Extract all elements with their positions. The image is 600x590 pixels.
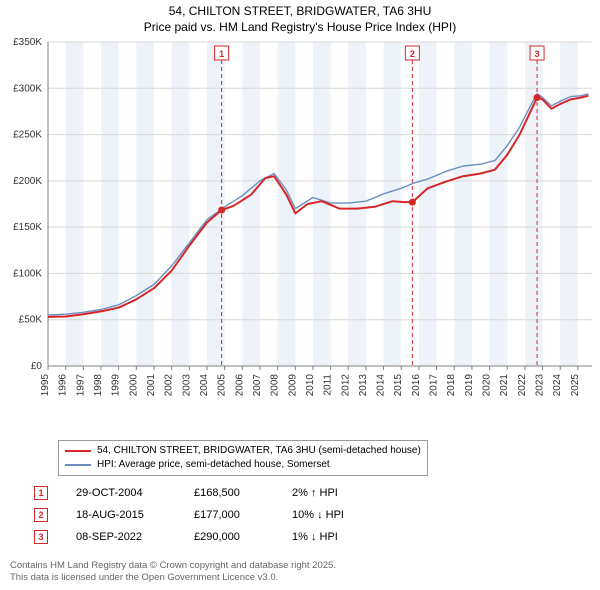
svg-text:1997: 1997 xyxy=(75,374,86,397)
chart-area: £0 £50K £100K £150K £200K £250K £300K £350K 1995… xyxy=(0,36,600,436)
tx-diff: 1% ↓ HPI xyxy=(292,531,382,543)
tx-diff: 10% ↓ HPI xyxy=(292,509,382,521)
svg-text:2003: 2003 xyxy=(181,374,192,397)
svg-text:2004: 2004 xyxy=(199,374,210,397)
svg-text:£300K: £300K xyxy=(13,83,42,94)
tx-price: £168,500 xyxy=(194,487,264,499)
svg-text:£200K: £200K xyxy=(13,176,42,187)
svg-text:2012: 2012 xyxy=(340,374,351,397)
svg-text:2011: 2011 xyxy=(323,374,334,396)
tx-marker-3: 3 xyxy=(34,530,48,544)
legend-item-hpi: HPI: Average price, semi-detached house,… xyxy=(65,458,421,472)
tx-date: 29-OCT-2004 xyxy=(76,487,166,499)
tx-date: 18-AUG-2015 xyxy=(76,509,166,521)
svg-text:2021: 2021 xyxy=(499,374,510,397)
tx-marker-2: 2 xyxy=(34,508,48,522)
legend-swatch-price-paid xyxy=(65,450,91,452)
tx-diff: 2% ↑ HPI xyxy=(292,487,382,499)
svg-text:2017: 2017 xyxy=(429,374,440,397)
svg-text:£100K: £100K xyxy=(13,268,42,279)
svg-text:2016: 2016 xyxy=(411,374,422,397)
footer-attribution: Contains HM Land Registry data © Crown c… xyxy=(10,560,336,584)
svg-text:£0: £0 xyxy=(31,361,43,372)
svg-text:2013: 2013 xyxy=(358,374,369,397)
svg-text:2022: 2022 xyxy=(517,374,528,397)
legend-swatch-hpi xyxy=(65,464,91,466)
chart-svg: £0 £50K £100K £150K £200K £250K £300K £350K 1995… xyxy=(0,36,600,436)
svg-text:£150K: £150K xyxy=(13,222,42,233)
svg-text:2019: 2019 xyxy=(464,374,475,397)
svg-text:2006: 2006 xyxy=(234,374,245,397)
svg-text:2010: 2010 xyxy=(305,374,316,397)
svg-text:£50K: £50K xyxy=(19,315,43,326)
svg-text:2014: 2014 xyxy=(376,374,387,397)
footer-line2: This data is licensed under the Open Gov… xyxy=(10,572,336,584)
svg-text:2: 2 xyxy=(410,49,415,59)
svg-text:2020: 2020 xyxy=(482,374,493,397)
tx-price: £177,000 xyxy=(194,509,264,521)
tx-date: 08-SEP-2022 xyxy=(76,531,166,543)
chart-title: 54, CHILTON STREET, BRIDGWATER, TA6 3HU … xyxy=(0,0,600,35)
svg-text:2015: 2015 xyxy=(393,374,404,397)
title-line2: Price paid vs. HM Land Registry's House … xyxy=(0,20,600,36)
svg-text:£350K: £350K xyxy=(13,37,42,48)
legend-label-hpi: HPI: Average price, semi-detached house,… xyxy=(97,458,330,472)
transaction-table: 1 29-OCT-2004 £168,500 2% ↑ HPI 2 18-AUG… xyxy=(34,482,382,548)
svg-text:1996: 1996 xyxy=(58,374,69,397)
table-row: 1 29-OCT-2004 £168,500 2% ↑ HPI xyxy=(34,482,382,504)
svg-text:1998: 1998 xyxy=(93,374,104,397)
svg-text:£250K: £250K xyxy=(13,130,42,141)
tx-price: £290,000 xyxy=(194,531,264,543)
svg-text:1995: 1995 xyxy=(40,374,51,397)
legend-label-price-paid: 54, CHILTON STREET, BRIDGWATER, TA6 3HU … xyxy=(97,444,421,458)
title-line1: 54, CHILTON STREET, BRIDGWATER, TA6 3HU xyxy=(0,4,600,20)
svg-text:2000: 2000 xyxy=(128,374,139,397)
svg-text:2025: 2025 xyxy=(570,374,581,397)
legend-item-price-paid: 54, CHILTON STREET, BRIDGWATER, TA6 3HU … xyxy=(65,444,421,458)
svg-text:2007: 2007 xyxy=(252,374,263,397)
table-row: 3 08-SEP-2022 £290,000 1% ↓ HPI xyxy=(34,526,382,548)
svg-text:2023: 2023 xyxy=(535,374,546,397)
svg-text:2009: 2009 xyxy=(287,374,298,397)
table-row: 2 18-AUG-2015 £177,000 10% ↓ HPI xyxy=(34,504,382,526)
svg-text:2005: 2005 xyxy=(217,374,228,397)
svg-text:2008: 2008 xyxy=(270,374,281,397)
svg-text:3: 3 xyxy=(535,49,540,59)
legend: 54, CHILTON STREET, BRIDGWATER, TA6 3HU … xyxy=(58,440,428,476)
svg-text:2002: 2002 xyxy=(164,374,175,397)
svg-text:2018: 2018 xyxy=(446,374,457,397)
svg-text:2024: 2024 xyxy=(552,374,563,397)
tx-marker-1: 1 xyxy=(34,486,48,500)
footer-line1: Contains HM Land Registry data © Crown c… xyxy=(10,560,336,572)
svg-text:2001: 2001 xyxy=(146,374,157,397)
svg-text:1999: 1999 xyxy=(111,374,122,397)
svg-text:1: 1 xyxy=(219,49,224,59)
